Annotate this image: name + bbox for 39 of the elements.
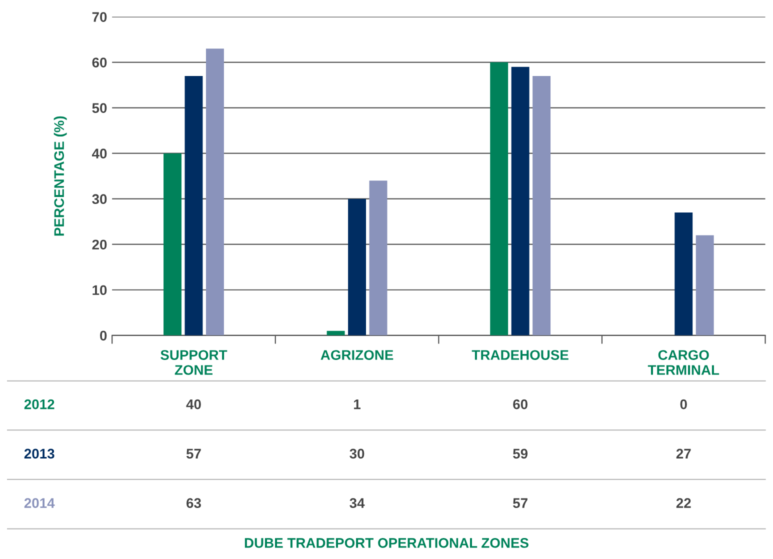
data-label: 60 [513, 399, 528, 410]
x-tick-label: AGRIZONE [320, 350, 394, 360]
y-tick-label: 40 [92, 148, 107, 158]
y-tick-label: 60 [92, 58, 107, 68]
bar [511, 66, 530, 336]
y-tick-label: 30 [92, 194, 107, 204]
data-label: 22 [676, 498, 691, 508]
data-label: 40 [186, 399, 201, 410]
bar [532, 76, 551, 336]
text: 2014 [24, 498, 55, 508]
y-tick-label: 0 [100, 330, 107, 341]
text: 2013 [24, 448, 54, 459]
bar [490, 62, 508, 336]
bar [206, 48, 224, 336]
y-tick-label: 50 [92, 103, 107, 113]
bar [164, 153, 182, 336]
x-tick-label: TRADEHOUSE [472, 350, 568, 360]
data-label: 59 [513, 448, 528, 459]
data-label: 27 [676, 448, 691, 458]
bar [369, 180, 388, 336]
bar [674, 212, 693, 336]
bar [184, 76, 203, 336]
text: DUBE TRADEPORT OPERATIONAL ZONES [244, 538, 528, 548]
y-tick-label: 20 [92, 240, 107, 250]
y-tick-label: 10 [92, 285, 107, 296]
data-label: 63 [186, 498, 201, 508]
data-label: 30 [350, 448, 364, 459]
text: 2012 [24, 399, 54, 410]
y-tick-label: 70 [92, 12, 107, 22]
x-tick-label: SUPPORT ZONE [160, 350, 228, 375]
y-axis-title: PERCENTAGE (%) [54, 116, 67, 236]
data-label: 0 [680, 399, 687, 410]
bar [696, 235, 714, 336]
data-label: 57 [513, 498, 528, 508]
data-label: 34 [350, 498, 365, 508]
bar [348, 198, 366, 336]
data-label: 1 [354, 400, 361, 410]
x-tick-label: CARGO TERMINAL [648, 350, 720, 375]
data-label: 57 [186, 448, 201, 459]
